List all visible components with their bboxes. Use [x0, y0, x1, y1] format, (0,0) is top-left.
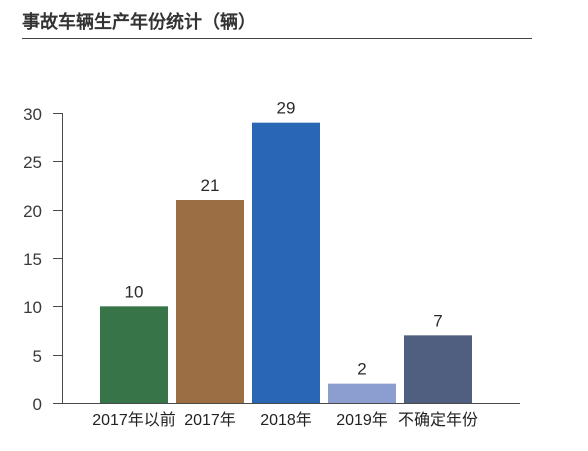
- chart-marks: 0 5 10 15 20 25 30 10 2017年以前 21 2017年 29 2018年 2 2019…: [23, 99, 478, 429]
- y-tick-label-25: 25: [23, 153, 42, 172]
- x-tick-label-3: 2018年: [260, 411, 312, 429]
- y-tick-label-20: 20: [23, 202, 42, 221]
- bar-2: [176, 200, 244, 403]
- x-tick-label-5: 不确定年份: [398, 411, 478, 429]
- chart-title: 事故车辆生产年份统计（辆）: [22, 11, 256, 32]
- y-tick-label-10: 10: [23, 298, 42, 317]
- x-tick-label-1: 2017年以前: [92, 411, 176, 429]
- bar-3: [252, 122, 320, 404]
- y-tick-label-15: 15: [23, 250, 42, 269]
- x-tick-label-2: 2017年: [184, 411, 236, 429]
- data-label-4: 2: [357, 360, 366, 379]
- y-tick-label-0: 0: [33, 395, 42, 414]
- data-label-5: 7: [433, 311, 442, 330]
- data-label-2: 21: [201, 176, 220, 195]
- bar-4: [328, 383, 396, 403]
- y-tick-label-5: 5: [33, 347, 42, 366]
- bar-1: [100, 306, 168, 403]
- y-tick-label-30: 30: [23, 105, 42, 124]
- x-tick-label-4: 2019年: [336, 411, 388, 429]
- data-label-1: 10: [125, 282, 144, 301]
- data-label-3: 29: [277, 99, 296, 118]
- bar-5: [404, 335, 472, 403]
